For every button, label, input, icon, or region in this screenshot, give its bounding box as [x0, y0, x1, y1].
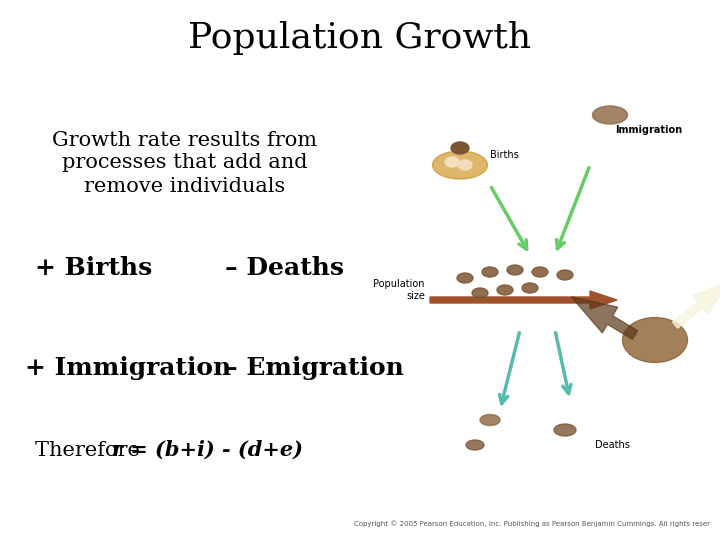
FancyArrow shape	[572, 297, 638, 339]
Text: Deaths: Deaths	[595, 440, 630, 450]
Text: processes that add and: processes that add and	[62, 153, 307, 172]
Ellipse shape	[458, 160, 472, 170]
Ellipse shape	[445, 157, 459, 167]
Text: + Immigration: + Immigration	[25, 356, 231, 380]
Ellipse shape	[532, 267, 548, 277]
Ellipse shape	[480, 415, 500, 426]
FancyArrow shape	[430, 291, 617, 309]
Text: Immigration: Immigration	[615, 125, 682, 135]
Ellipse shape	[433, 151, 487, 179]
Text: – Emigration: – Emigration	[225, 356, 404, 380]
Text: Copyright © 2005 Pearson Education, Inc. Publishing as Pearson Benjamin Cummings: Copyright © 2005 Pearson Education, Inc.…	[354, 521, 710, 527]
Text: Therefore: Therefore	[35, 441, 146, 460]
Ellipse shape	[554, 424, 576, 436]
Ellipse shape	[557, 270, 573, 280]
Ellipse shape	[472, 288, 488, 298]
Ellipse shape	[593, 106, 628, 124]
Ellipse shape	[522, 283, 538, 293]
Text: Population
size: Population size	[374, 279, 425, 301]
Text: + Births: + Births	[35, 256, 152, 280]
Ellipse shape	[457, 273, 473, 283]
Ellipse shape	[507, 265, 523, 275]
Ellipse shape	[497, 285, 513, 295]
Ellipse shape	[482, 267, 498, 277]
Text: r = (b+i) - (d+e): r = (b+i) - (d+e)	[112, 440, 303, 460]
Text: Population Growth: Population Growth	[189, 21, 531, 55]
FancyArrow shape	[672, 282, 720, 328]
Text: remove individuals: remove individuals	[84, 177, 286, 195]
Text: Growth rate results from: Growth rate results from	[53, 131, 318, 150]
Text: – Deaths: – Deaths	[225, 256, 344, 280]
Ellipse shape	[623, 318, 688, 362]
Ellipse shape	[466, 440, 484, 450]
Ellipse shape	[451, 142, 469, 154]
Text: Births: Births	[490, 150, 518, 160]
